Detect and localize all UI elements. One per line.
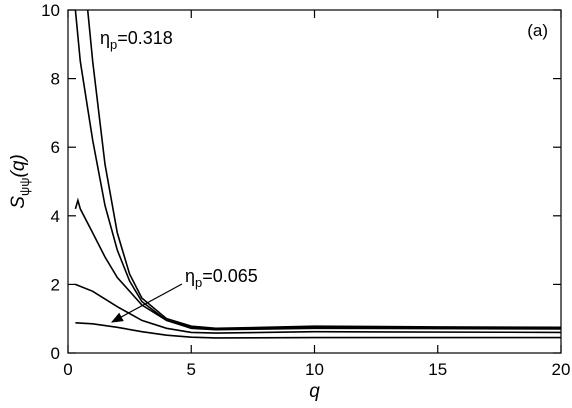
series-line [75,283,561,334]
y-label-rest: (q) [8,154,29,177]
y-tick-label: 2 [51,275,60,294]
y-tick-label: 8 [51,70,60,89]
y-axis-label: Sψψ(q) [8,154,32,208]
x-tick-label: 15 [428,360,447,379]
annotation-symbol: η [185,266,195,286]
y-label-main: S [8,196,29,209]
y-tick-label: 0 [51,344,60,363]
x-axis-label: q [309,381,320,402]
annotation-symbol: η [100,28,110,48]
annotation: ηp=0.065 [185,266,258,290]
panel-label: (a) [527,21,548,40]
plot-area [74,10,561,339]
series-line [86,10,561,330]
y-tick-label: 10 [41,1,60,20]
y-tick-label: 4 [51,207,60,226]
series-line [74,10,561,330]
y-tick-label: 6 [51,138,60,157]
x-tick-label: 0 [63,360,72,379]
annotation-sub: p [195,275,202,290]
annotation: ηp=0.318 [100,28,173,52]
annotation-sub: p [110,37,117,52]
annotation-rest: =0.065 [202,266,258,286]
x-tick-label: 10 [305,360,324,379]
x-tick-label: 5 [187,360,196,379]
series-line [74,197,561,331]
annotation-rest: =0.318 [117,28,173,48]
y-label-sub: ψψ [17,178,32,197]
series-line [75,322,561,339]
x-tick-label: 20 [552,360,571,379]
